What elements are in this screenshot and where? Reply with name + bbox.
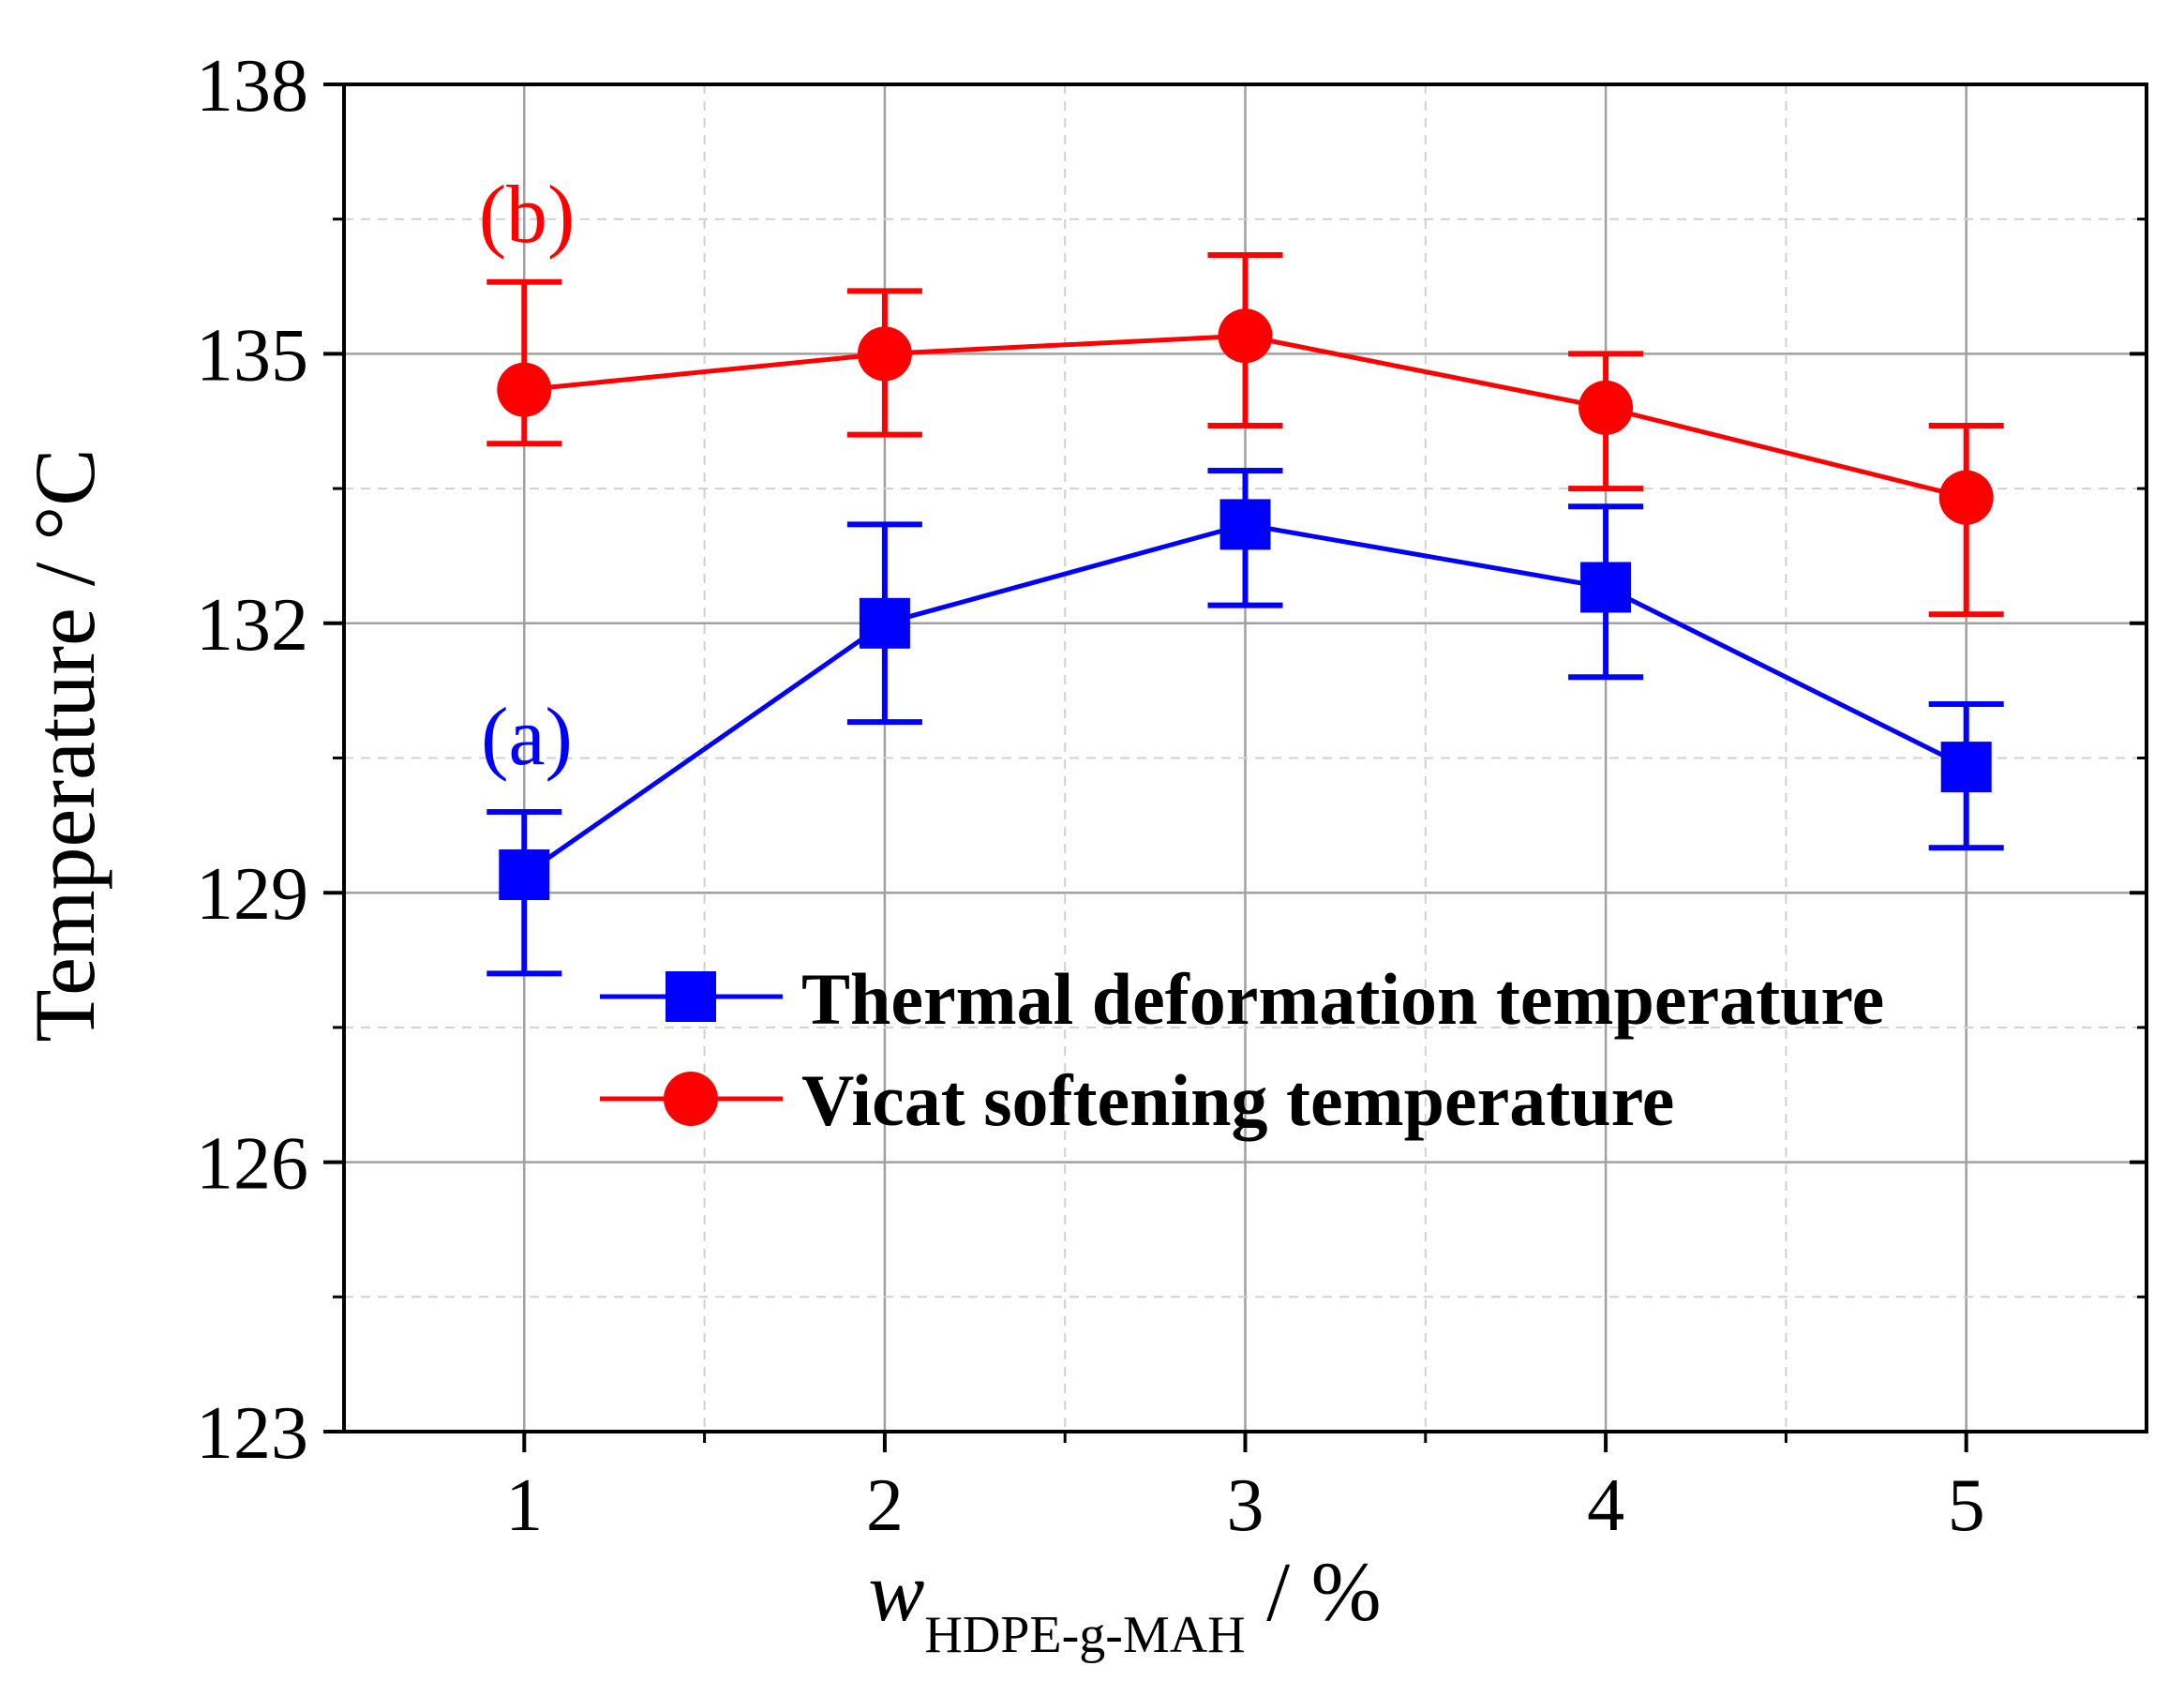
series [486, 252, 2004, 977]
x-tick-label: 5 [1948, 1464, 1985, 1547]
x-axis-label-suffix: / % [1246, 1546, 1382, 1639]
series-vicat [486, 252, 2004, 618]
y-tick-label: 138 [196, 45, 308, 128]
data-point-thermal [859, 597, 910, 649]
x-tick-label: 3 [1227, 1464, 1264, 1547]
data-point-vicat [497, 362, 552, 417]
annotation-b: (b) [479, 170, 576, 261]
y-tick-label: 123 [196, 1392, 308, 1475]
x-axis-label-subscript: HDPE-g-MAH [924, 1606, 1245, 1664]
y-axis-label: Temperature / °C [17, 448, 112, 1042]
x-tick-label: 4 [1587, 1464, 1624, 1547]
legend-marker-circle [664, 1072, 718, 1126]
x-tick-label: 1 [505, 1464, 543, 1547]
data-point-vicat [857, 326, 912, 382]
legend: Thermal deformation temperature Vicat so… [600, 958, 1884, 1141]
legend-label-vicat: Vicat softening temperature [801, 1059, 1674, 1141]
data-point-vicat [1578, 380, 1634, 435]
legend-marker-square [666, 971, 716, 1022]
x-tick-label: 2 [866, 1464, 904, 1547]
data-point-thermal [1580, 562, 1632, 613]
data-point-thermal [499, 849, 550, 901]
y-tick-label: 132 [196, 584, 308, 667]
y-tick-label: 129 [196, 853, 308, 936]
y-tick-label: 126 [196, 1123, 308, 1206]
annotation-a: (a) [481, 692, 573, 783]
legend-label-thermal: Thermal deformation temperature [801, 958, 1884, 1040]
x-axis-label: wHDPE-g-MAH / % [868, 1546, 1381, 1664]
y-tick-label: 135 [196, 314, 308, 397]
series-thermal [486, 467, 2004, 977]
data-point-thermal [1940, 742, 1992, 793]
data-point-vicat [1938, 470, 1994, 525]
data-point-vicat [1218, 308, 1273, 364]
x-axis-label-main: w [868, 1546, 924, 1639]
data-point-thermal [1219, 499, 1271, 550]
